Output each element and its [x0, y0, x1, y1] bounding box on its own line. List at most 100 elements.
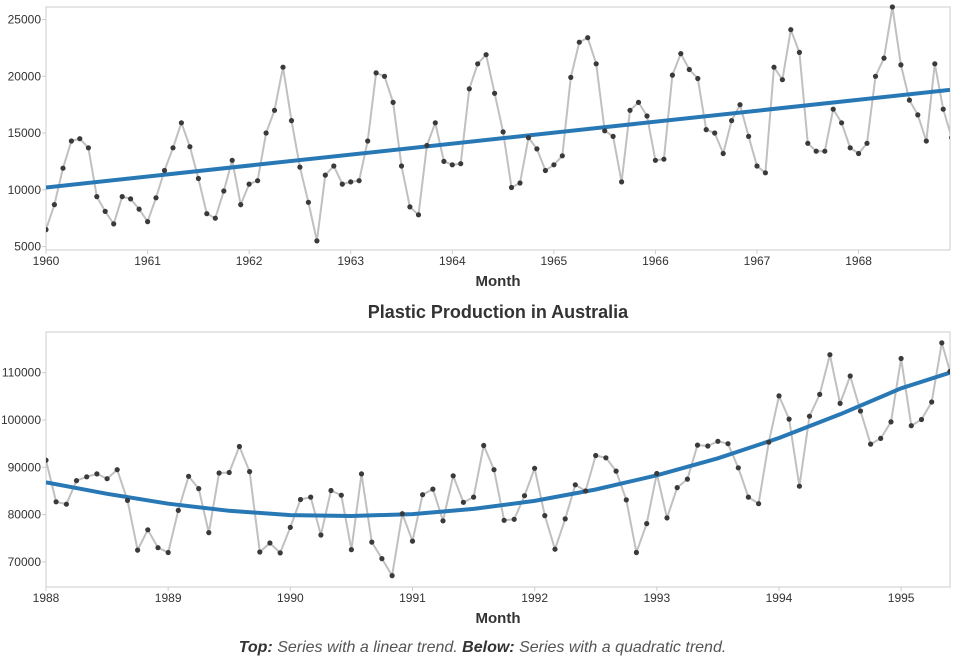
chart-1-data-point [305, 199, 311, 205]
chart-2-data-point [735, 465, 741, 471]
chart-1-data-point [119, 194, 125, 200]
chart-2-data-point [939, 340, 945, 346]
chart-2-data-point [440, 518, 446, 524]
chart-1-data-point [703, 127, 709, 133]
chart-1-data-point [932, 61, 938, 67]
chart-2-data-point [888, 419, 894, 425]
chart-1-data-point [466, 86, 472, 92]
chart-2-data-point [328, 487, 334, 494]
chart-2-data-point [369, 539, 375, 545]
chart-2-data-point [297, 496, 304, 503]
chart-2-data-point [603, 455, 609, 461]
chart-2-data-point [236, 443, 242, 450]
chart-2-data-point [868, 441, 874, 447]
chart-1-data-point [830, 106, 836, 112]
chart-2-data-point [450, 473, 456, 479]
chart-2-data-point [562, 516, 568, 522]
chart-2-data-point [705, 443, 711, 449]
caption-top-label: Top: [238, 639, 273, 656]
chart-2-data-point [206, 530, 212, 536]
chart-2-data-point [745, 494, 752, 500]
chart-2-x-tick-label: 1990 [277, 591, 304, 605]
chart-2-series-line [46, 342, 950, 579]
chart-2-data-point [318, 532, 324, 538]
chart-2-x-axis-label: Month [476, 610, 521, 627]
chart-2-data-point [583, 488, 589, 494]
chart-1-x-tick-label: 1967 [744, 254, 771, 268]
chart-1-data-point [356, 178, 362, 184]
chart-2-data-point [348, 547, 354, 553]
chart-1-data-point [407, 204, 413, 210]
chart-2-data-point [674, 485, 680, 491]
chart-1-data-point [381, 73, 388, 79]
chart-1-data-point [686, 66, 692, 73]
chart-1-data-point [348, 179, 354, 185]
chart-1-plot-frame [45, 6, 951, 251]
chart-2-data-point [165, 549, 171, 556]
chart-1-data-point [288, 118, 295, 124]
chart-1-y-tick-label: 15000 [8, 126, 42, 140]
chart-2-data-point [929, 399, 935, 405]
chart-1-data-point [602, 128, 608, 134]
chart-1-data-point [923, 138, 929, 144]
chart-2-data-point [257, 549, 263, 555]
chart-2-data-point [908, 423, 914, 429]
chart-2-x-tick-label: 1992 [521, 591, 548, 605]
chart-2-data-point [124, 497, 131, 503]
chart-1-data-point [729, 118, 735, 124]
chart-1-data-point [128, 196, 134, 202]
chart-2-x-tick-label: 1988 [33, 591, 60, 605]
chart-1-data-point [46, 227, 49, 233]
charts-figure: Plastic Production in Australia Month Mo… [1, 4, 951, 627]
chart-1-data-point [635, 99, 642, 105]
chart-1-data-point [644, 113, 650, 119]
chart-1-data-point [212, 215, 218, 221]
chart-2-data-point [104, 476, 110, 482]
chart-1-data-point [297, 164, 303, 170]
chart-1-data-point [255, 178, 261, 184]
chart-2-data-point [593, 452, 599, 459]
chart-1-data-point [102, 208, 108, 214]
chart-2-data-point [623, 497, 629, 503]
chart-2-data-point [84, 474, 90, 480]
chart-1-data-point [449, 162, 455, 168]
caption-top-text: Series with a linear trend. [272, 639, 463, 656]
chart-1-data-point [746, 133, 752, 139]
chart-1-y-tick-label: 5000 [14, 240, 41, 254]
chart-2-data-point [827, 352, 833, 358]
chart-2-data-point [644, 521, 650, 527]
chart-1-data-point [949, 135, 950, 140]
chart-1-x-tick-label: 1966 [642, 254, 669, 268]
chart-1-data-point [669, 72, 676, 78]
chart-2-data-point [501, 517, 507, 523]
chart-1-data-point [170, 145, 176, 151]
chart-2-data-point [63, 501, 69, 507]
chart-1-data-point [94, 194, 100, 200]
chart-1-data-point [492, 90, 498, 96]
chart-2-data-point [715, 438, 721, 444]
chart-1-data-point [788, 27, 794, 33]
chart-1-x-tick-label: 1963 [337, 254, 364, 268]
chart-1-data-point [475, 61, 481, 67]
chart-1-data-point [695, 75, 701, 82]
chart-2-data-point [725, 441, 731, 447]
chart-1-data-point [187, 144, 193, 150]
chart-1-data-point [373, 70, 379, 76]
chart-1-data-point [805, 140, 811, 146]
chart-1-data-point [762, 170, 769, 176]
chart-1-x-tick-label: 1961 [134, 254, 161, 268]
chart-1-data-point [51, 202, 58, 208]
chart-2-data-point [947, 368, 950, 374]
caption-below-text: Series with a quadratic trend. [514, 639, 727, 656]
chart-2-y-tick-label: 100000 [1, 413, 41, 427]
chart-1-data-point [85, 145, 91, 151]
chart-1-y-tick-label: 25000 [8, 12, 42, 26]
chart-2-data-point [542, 513, 548, 519]
chart-2-y-tick-label: 110000 [2, 366, 41, 380]
chart-1-data-point [881, 55, 887, 61]
chart-1-data-point [153, 195, 159, 201]
chart-1-data-point [415, 212, 422, 218]
chart-1-data-point [568, 74, 574, 80]
chart-2-trend-line [46, 370, 950, 518]
chart-1-data-point [839, 120, 845, 126]
